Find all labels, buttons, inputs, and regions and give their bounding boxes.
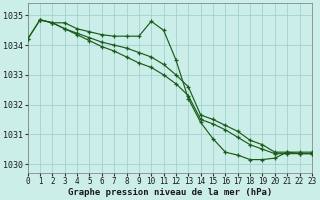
X-axis label: Graphe pression niveau de la mer (hPa): Graphe pression niveau de la mer (hPa): [68, 188, 272, 197]
